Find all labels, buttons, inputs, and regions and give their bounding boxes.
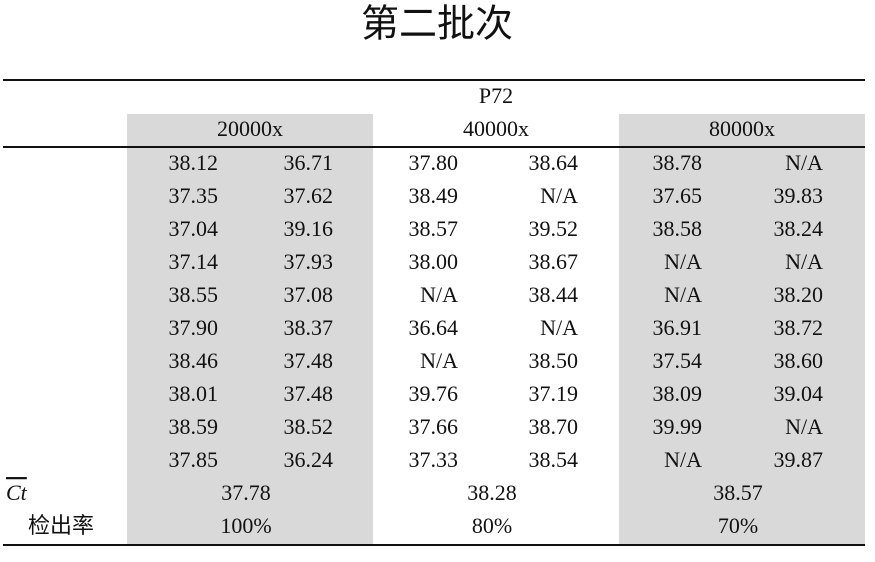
summary-value: 38.57 <box>713 480 763 505</box>
cell: 38.70 <box>529 414 579 439</box>
cell: 38.24 <box>774 216 824 241</box>
cell: 39.16 <box>284 216 334 241</box>
group-header: P72 <box>479 83 513 108</box>
cell: 37.48 <box>284 348 334 373</box>
cell: 37.93 <box>284 249 334 274</box>
cell: 38.54 <box>529 447 579 472</box>
cell: 39.99 <box>653 414 703 439</box>
cell: 37.19 <box>529 381 579 406</box>
cell: N/A <box>785 414 823 439</box>
cell: 36.64 <box>409 315 459 340</box>
cell: 38.52 <box>284 414 334 439</box>
cell: 37.35 <box>169 183 219 208</box>
cell: 39.83 <box>774 183 824 208</box>
column-shade <box>127 114 373 544</box>
cell: 39.87 <box>774 447 824 472</box>
cell: 38.46 <box>169 348 219 373</box>
cell: 39.52 <box>529 216 579 241</box>
cell: 37.54 <box>653 348 703 373</box>
cell: 38.58 <box>653 216 703 241</box>
cell: 36.24 <box>284 447 334 472</box>
cell: 38.50 <box>529 348 579 373</box>
cell: 38.64 <box>529 150 579 175</box>
cell: 37.62 <box>284 183 334 208</box>
cell: 37.04 <box>169 216 219 241</box>
summary-value: 100% <box>220 513 271 538</box>
cell: 39.04 <box>774 381 824 406</box>
summary-value: 38.28 <box>467 480 517 505</box>
cell: 38.09 <box>653 381 703 406</box>
summary-label: 检出率 <box>28 513 94 538</box>
column-shade <box>619 114 865 544</box>
cell: N/A <box>785 249 823 274</box>
cell: N/A <box>540 183 578 208</box>
cell: 39.76 <box>409 381 459 406</box>
cell: 38.57 <box>409 216 459 241</box>
summary-label: Ct <box>6 480 28 505</box>
cell: 36.91 <box>653 315 703 340</box>
cell: N/A <box>664 447 702 472</box>
cell: 37.66 <box>409 414 459 439</box>
summary-value: 80% <box>472 513 512 538</box>
cell: 38.12 <box>169 150 219 175</box>
cell: N/A <box>420 348 458 373</box>
column-header: 20000x <box>217 116 283 141</box>
cell: 37.14 <box>169 249 219 274</box>
column-header: 40000x <box>463 116 529 141</box>
cell: N/A <box>540 315 578 340</box>
cell: 38.67 <box>529 249 579 274</box>
cell: 38.37 <box>284 315 334 340</box>
cell: 37.85 <box>169 447 219 472</box>
cell: 37.90 <box>169 315 219 340</box>
summary-value: 70% <box>718 513 758 538</box>
cell: 37.33 <box>409 447 459 472</box>
cell: 37.65 <box>653 183 703 208</box>
cell: N/A <box>785 150 823 175</box>
title: 第二批次 <box>361 4 513 46</box>
cell: 38.00 <box>409 249 459 274</box>
cell: 37.08 <box>284 282 334 307</box>
cell: 38.49 <box>409 183 459 208</box>
cell: 38.55 <box>169 282 219 307</box>
cell: N/A <box>664 249 702 274</box>
cell: 38.01 <box>169 381 219 406</box>
cell: 38.72 <box>774 315 824 340</box>
cell: N/A <box>420 282 458 307</box>
cell: 36.71 <box>284 150 334 175</box>
cell: 38.44 <box>529 282 579 307</box>
cell: 37.80 <box>409 150 459 175</box>
column-header: 80000x <box>709 116 775 141</box>
summary-value: 37.78 <box>221 480 271 505</box>
cell: 38.78 <box>653 150 703 175</box>
cell: 38.60 <box>774 348 824 373</box>
cell: 37.48 <box>284 381 334 406</box>
cell: N/A <box>664 282 702 307</box>
cell: 38.59 <box>169 414 219 439</box>
cell: 38.20 <box>774 282 824 307</box>
